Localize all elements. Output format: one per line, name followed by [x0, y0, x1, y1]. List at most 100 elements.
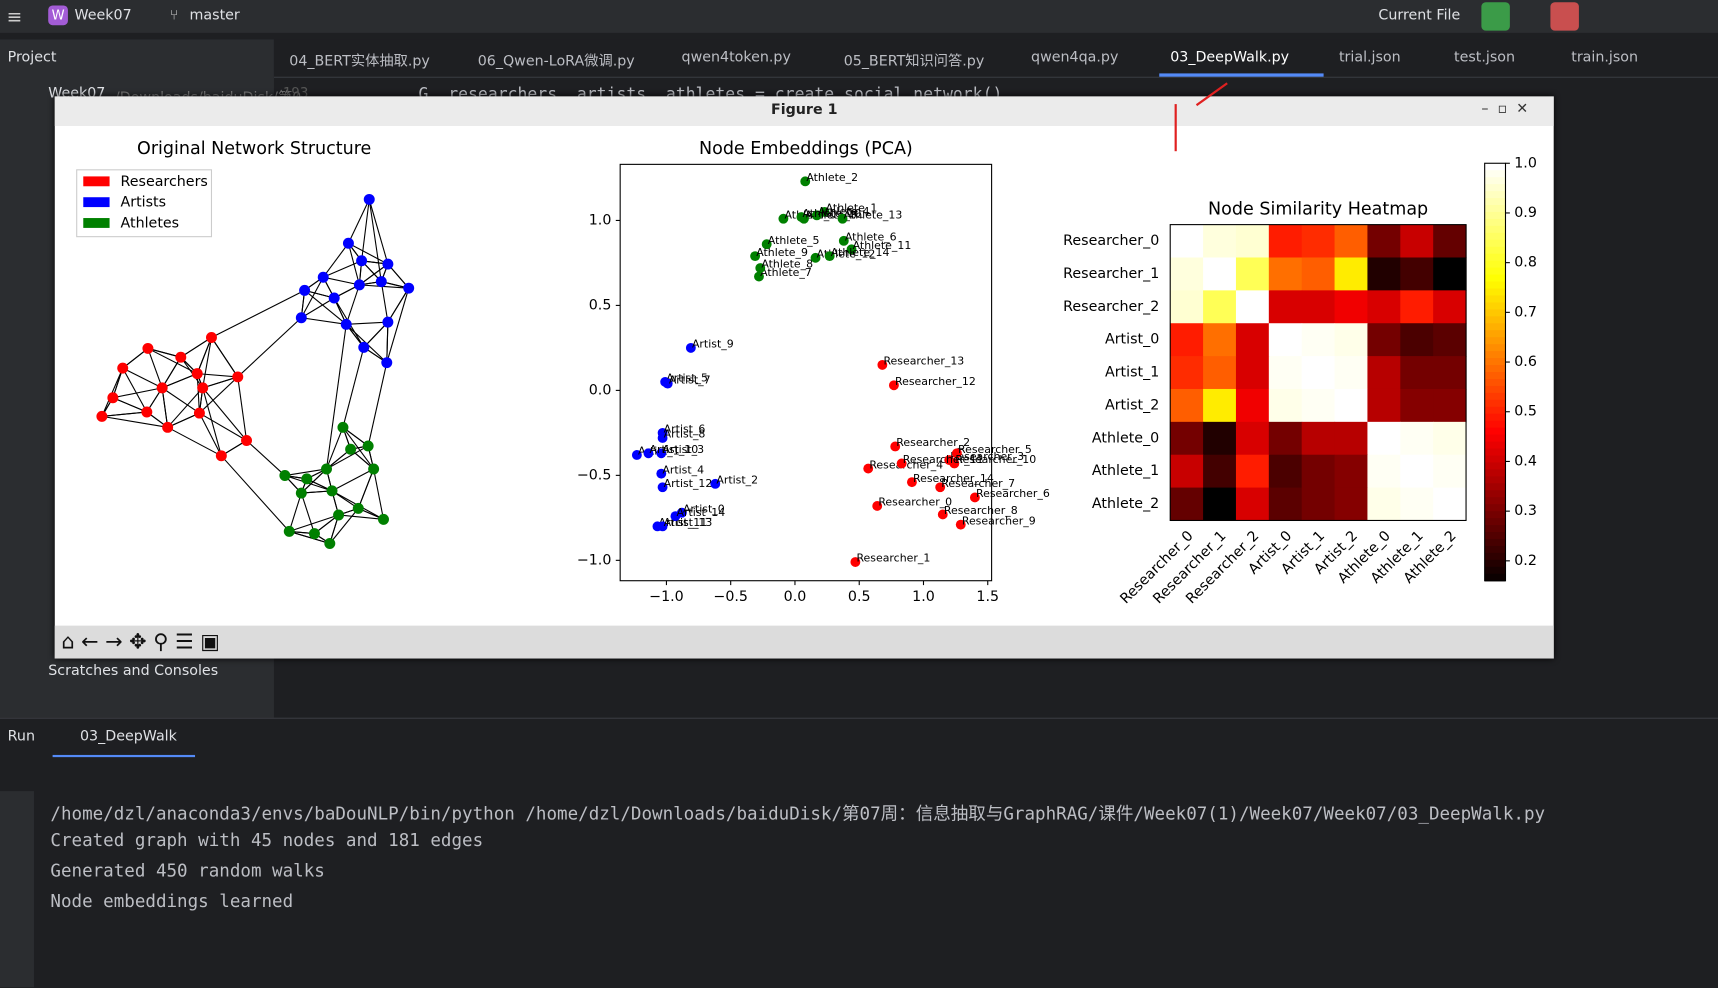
editor-tab[interactable]: train.json — [1571, 49, 1639, 66]
colorbar-segment — [1484, 378, 1506, 387]
scatter-point — [657, 482, 668, 493]
project-name[interactable]: Week07 — [74, 7, 132, 25]
scatter-point — [656, 448, 667, 459]
editor-tab[interactable]: 04_BERT实体抽取.py — [289, 53, 430, 71]
heatmap-cell — [1301, 323, 1336, 357]
network-node — [141, 406, 153, 418]
colorbar-segment — [1484, 253, 1506, 262]
editor-tab[interactable]: 06_Qwen-LoRA微调.py — [477, 53, 635, 71]
network-node — [345, 443, 357, 455]
point-label: Athlete_7 — [760, 266, 812, 279]
console-line: Generated 450 random walks — [50, 860, 325, 881]
scatter-point — [846, 244, 857, 255]
colorbar-segment — [1484, 406, 1506, 415]
legend-swatch — [83, 218, 110, 228]
heatmap-cell — [1301, 454, 1336, 489]
editor-tab[interactable]: test.json — [1453, 49, 1516, 66]
editor-tab[interactable]: qwen4token.py — [681, 49, 791, 66]
colorbar-tick-label: 1.0 — [1514, 155, 1537, 171]
network-node — [321, 463, 332, 475]
heatmap-cell — [1433, 257, 1467, 291]
colorbar-segment — [1484, 392, 1506, 401]
network-node — [295, 487, 307, 499]
network-edge — [167, 412, 200, 428]
heatmap-cell — [1367, 421, 1401, 456]
legend-label: Researchers — [121, 174, 208, 190]
colorbar-segment — [1484, 330, 1506, 338]
toolbar-icons[interactable]: ⌂←→✥⚲☰▣ — [61, 630, 227, 655]
stop-button[interactable] — [1550, 2, 1579, 31]
scatter-point — [951, 448, 962, 459]
colorbar-tick-label: 0.5 — [1514, 404, 1537, 420]
network-edge — [161, 373, 198, 389]
network-edge — [345, 284, 360, 325]
heatmap-cell — [1400, 454, 1434, 489]
branch-name[interactable]: master — [189, 7, 240, 25]
scatter-point — [754, 271, 764, 282]
network-edge — [101, 367, 124, 417]
network-node — [241, 434, 253, 446]
y-tick-label: Researcher_2 — [1063, 299, 1159, 315]
heatmap-cell — [1268, 356, 1303, 390]
project-title[interactable]: Project — [7, 49, 57, 66]
point-label: Researcher_1 — [856, 552, 930, 565]
point-label: Artist_6 — [664, 423, 706, 436]
window-controls[interactable]: – ▫ ✕ — [1481, 100, 1529, 118]
network-node — [191, 368, 203, 380]
network-edge — [301, 317, 347, 325]
network-edge — [147, 348, 163, 389]
point-label: Artist_10 — [650, 443, 699, 456]
network-node — [353, 279, 365, 291]
run-sidebar — [0, 791, 34, 988]
colorbar-segment — [1484, 323, 1506, 331]
figure-title: Figure 1 — [770, 101, 838, 119]
heatmap-cell — [1400, 323, 1434, 357]
point-label: Athlete_14 — [831, 246, 890, 259]
heatmap-cell — [1235, 487, 1270, 522]
run-panel — [0, 717, 1718, 988]
heatmap-cell — [1268, 454, 1303, 489]
colorbar-segment — [1484, 483, 1506, 491]
run-config[interactable]: Current File — [1378, 7, 1461, 25]
editor-tab[interactable]: 03_DeepWalk.py — [1170, 49, 1290, 66]
heatmap-cell — [1170, 421, 1204, 456]
menu-icon[interactable]: ≡ — [6, 6, 23, 29]
point-label: Researcher_6 — [976, 487, 1050, 500]
scatter-point — [969, 492, 980, 503]
x-tick-label: 0.5 — [848, 589, 871, 605]
scatter-point — [955, 519, 966, 530]
network-edge — [325, 324, 347, 470]
run-tab[interactable]: 03_DeepWalk — [79, 728, 177, 746]
figure-toolbar — [54, 625, 1554, 659]
scratches[interactable]: Scratches and Consoles — [48, 662, 219, 680]
colorbar-segment — [1484, 260, 1506, 269]
y-tick-label: Athlete_2 — [1092, 496, 1159, 512]
editor-tab[interactable]: 05_BERT知识问答.py — [843, 53, 985, 71]
network-node — [96, 410, 108, 422]
colorbar-segment — [1484, 302, 1506, 311]
editor-tab[interactable]: qwen4qa.py — [1031, 49, 1119, 66]
heatmap-cell — [1235, 356, 1270, 390]
y-tick-label: 1.0 — [589, 212, 612, 228]
heatmap-cell — [1367, 454, 1401, 489]
heatmap-cell — [1203, 454, 1237, 489]
tab-bar — [273, 39, 1718, 78]
network-edge — [300, 276, 324, 319]
colorbar-segment — [1484, 566, 1506, 575]
active-tab-underline — [1159, 73, 1324, 77]
heatmap-cell — [1203, 323, 1237, 357]
colorbar-segment — [1484, 462, 1506, 471]
x-tick-label: 1.5 — [976, 589, 999, 605]
heatmap-cell — [1268, 290, 1303, 324]
scatter-point — [657, 521, 668, 532]
colorbar-segment — [1484, 218, 1506, 227]
network-node — [403, 282, 415, 294]
network-edge — [220, 455, 290, 532]
point-label: Researcher_5 — [958, 443, 1032, 456]
network-node — [156, 382, 168, 394]
network-edge — [202, 376, 238, 389]
run-button[interactable] — [1481, 2, 1510, 31]
editor-tab[interactable]: trial.json — [1338, 49, 1401, 66]
